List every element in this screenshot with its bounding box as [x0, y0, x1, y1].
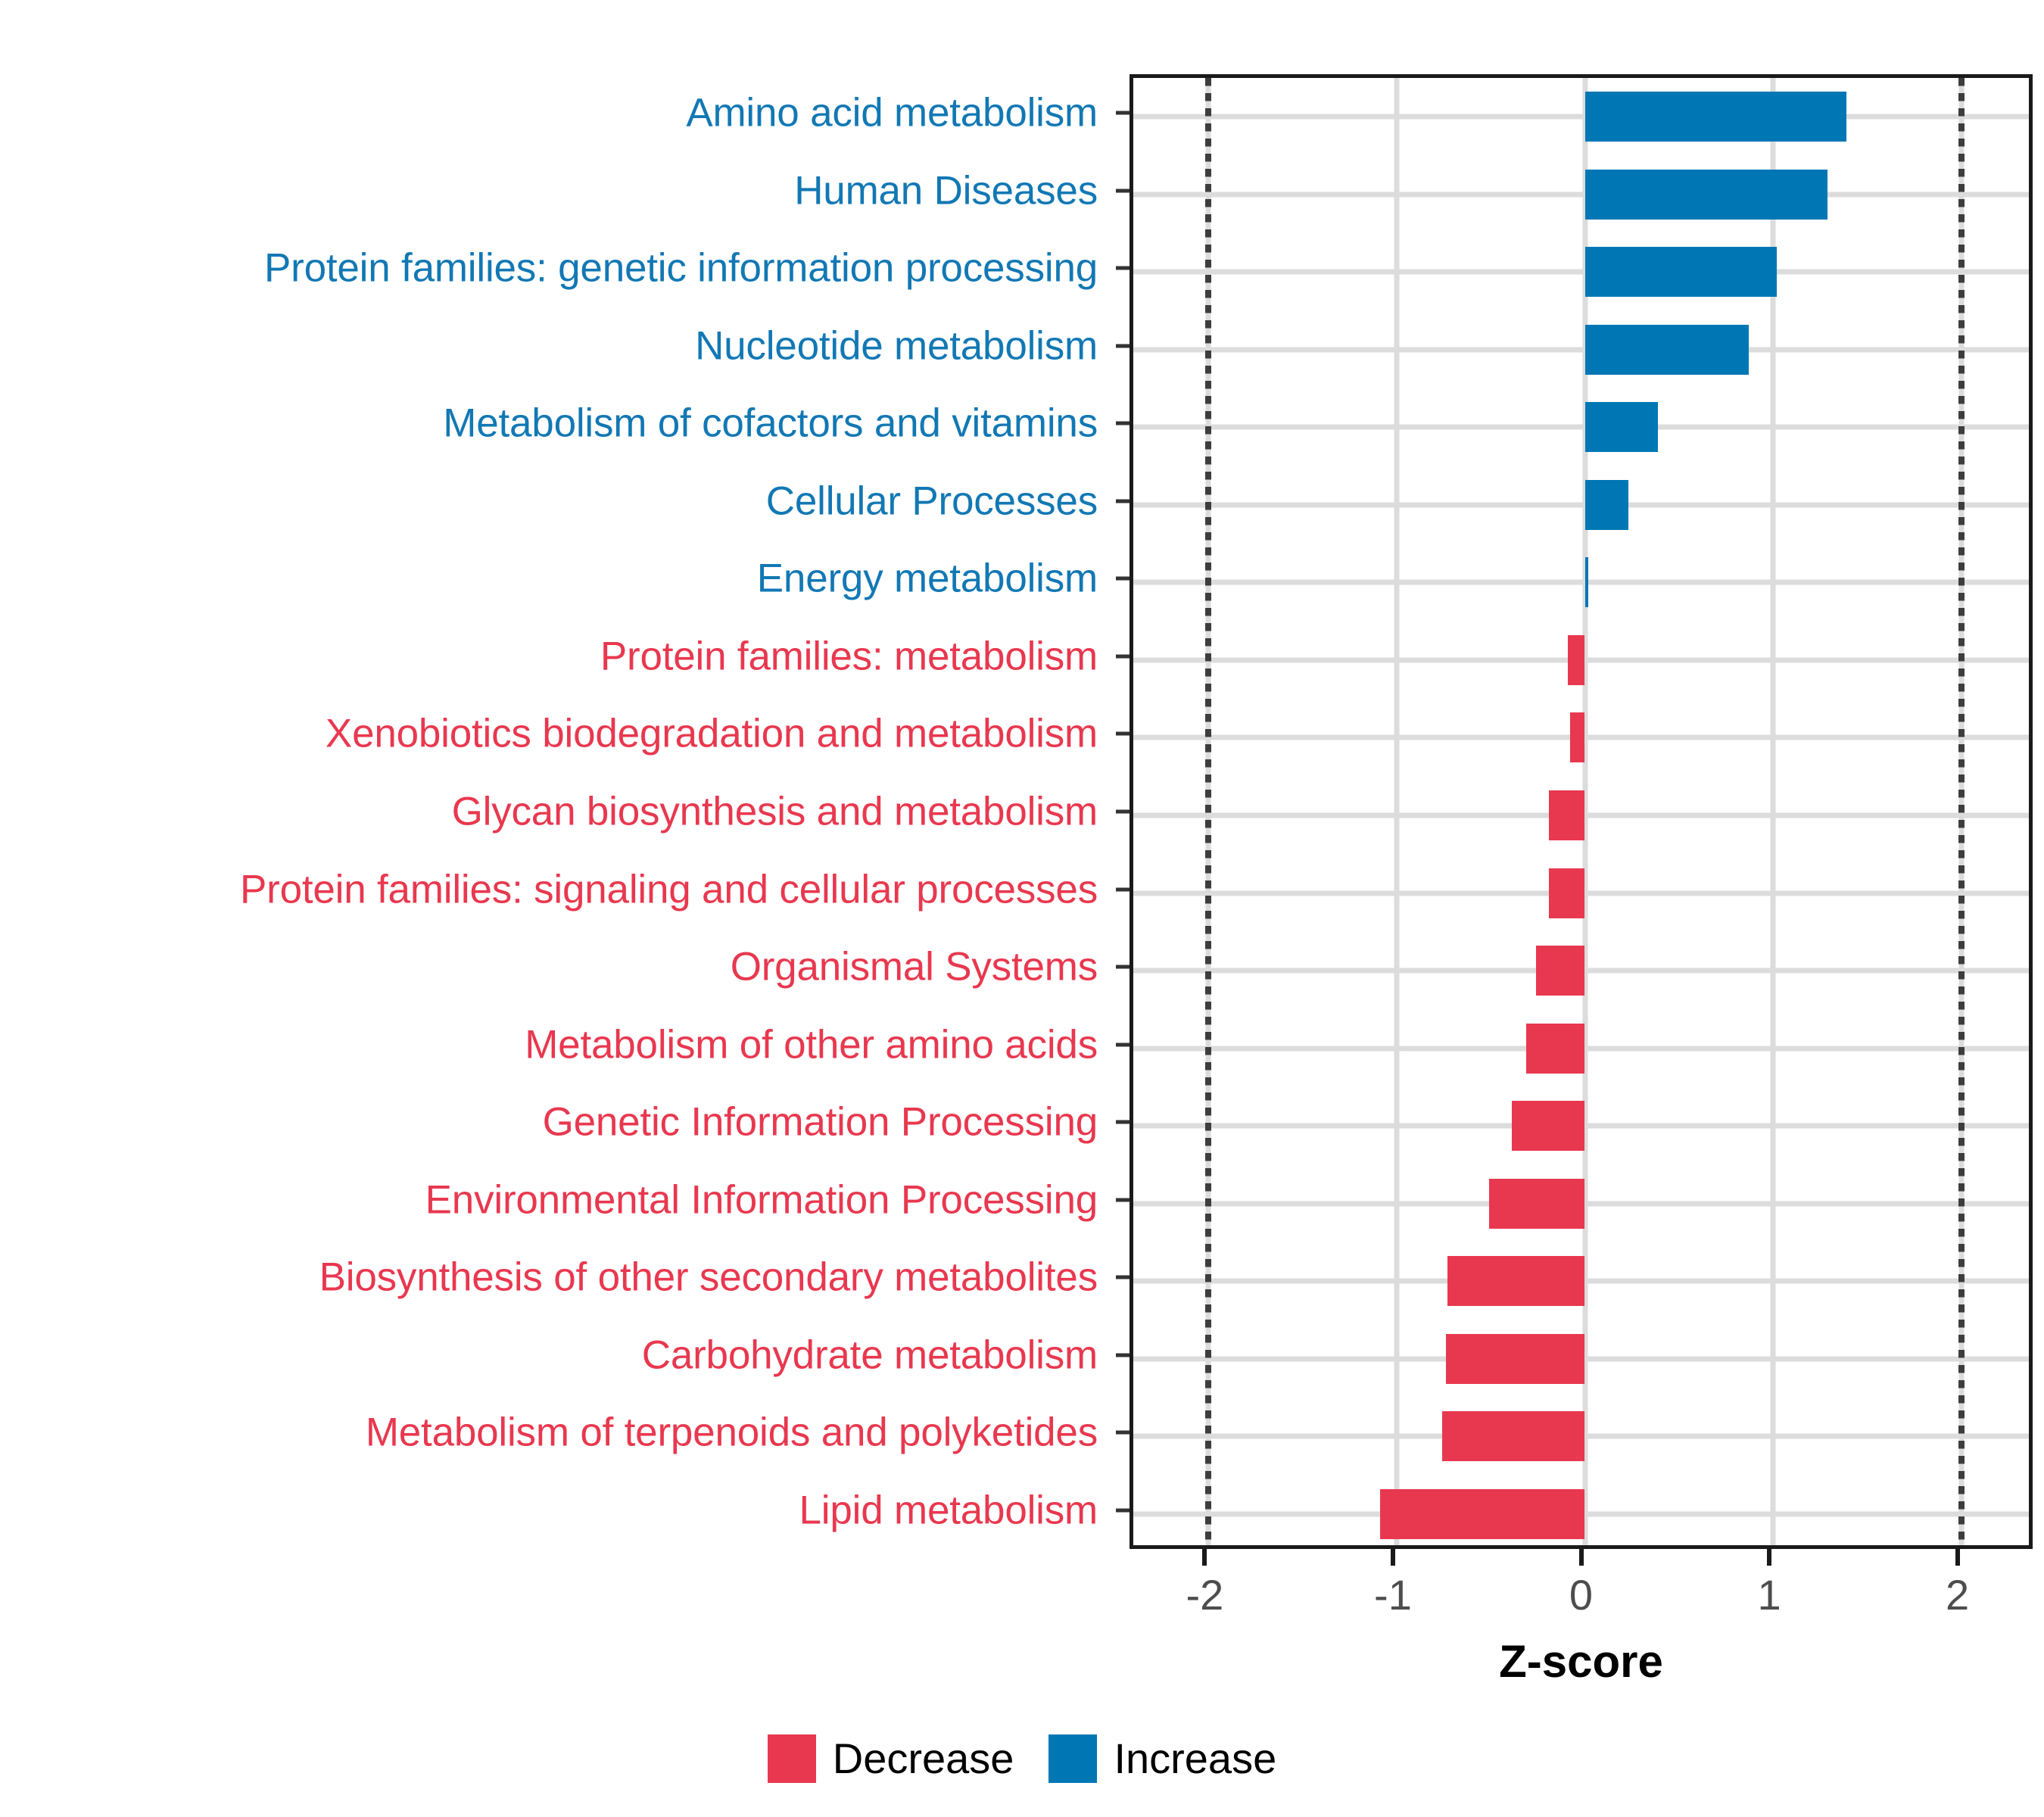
- legend-swatch-icon: [1048, 1734, 1098, 1783]
- bar[interactable]: [1511, 1101, 1585, 1152]
- x-axis: -2 -1 0 1 2: [1129, 1549, 2033, 1640]
- y-axis-label: Environmental Information Processing: [425, 1177, 1098, 1223]
- y-axis-tick: [1116, 1353, 1129, 1357]
- gridline-horizontal: [1133, 579, 2029, 585]
- bar[interactable]: [1549, 868, 1585, 918]
- bar[interactable]: [1584, 557, 1589, 608]
- bar[interactable]: [1535, 946, 1585, 996]
- y-axis-tick: [1116, 576, 1129, 581]
- y-axis-category-labels: Amino acid metabolism Human Diseases Prote…: [0, 74, 1120, 1549]
- y-axis-label: Cellular Processes: [765, 478, 1098, 524]
- bar[interactable]: [1584, 324, 1749, 375]
- y-axis-label: Metabolism of other amino acids: [525, 1022, 1098, 1067]
- y-axis-label: Biosynthesis of other secondary metaboli…: [319, 1254, 1098, 1300]
- y-axis-tick: [1116, 1043, 1129, 1047]
- y-axis-tick: [1116, 499, 1129, 503]
- gridline-horizontal: [1133, 269, 2029, 275]
- x-axis-tick: [1202, 1549, 1207, 1566]
- y-axis-label: Protein families: metabolism: [600, 634, 1098, 679]
- gridline-vertical: [1770, 78, 1776, 1545]
- y-axis-label: Genetic Information Processing: [542, 1099, 1098, 1145]
- legend-swatch-icon: [767, 1734, 816, 1783]
- y-axis-tick: [1116, 1198, 1129, 1202]
- bar[interactable]: [1488, 1178, 1585, 1229]
- y-axis-label: Nucleotide metabolism: [695, 323, 1098, 369]
- reference-line: [1205, 78, 1212, 1545]
- legend-label: Increase: [1114, 1734, 1277, 1782]
- y-axis-tick: [1116, 1275, 1129, 1279]
- gridline-vertical: [1394, 78, 1400, 1545]
- x-axis-tick-label: 1: [1757, 1571, 1781, 1619]
- gridline-horizontal: [1133, 424, 2029, 430]
- x-axis-tick-label: -1: [1374, 1571, 1412, 1619]
- bar[interactable]: [1584, 92, 1846, 142]
- y-axis-tick: [1116, 1120, 1129, 1124]
- bar[interactable]: [1526, 1023, 1585, 1074]
- y-axis-label: Organismal Systems: [730, 944, 1098, 990]
- y-axis-tick: [1116, 731, 1129, 736]
- bar[interactable]: [1568, 634, 1585, 685]
- y-axis-label: Lipid metabolism: [799, 1488, 1098, 1533]
- y-axis-tick: [1116, 887, 1129, 892]
- gridline-horizontal: [1133, 502, 2029, 508]
- bar[interactable]: [1447, 1256, 1585, 1307]
- bar[interactable]: [1584, 169, 1828, 220]
- y-axis-tick: [1116, 421, 1129, 425]
- bar[interactable]: [1445, 1333, 1585, 1384]
- y-axis-tick: [1116, 189, 1129, 193]
- gridline-horizontal: [1133, 347, 2029, 353]
- y-axis-label: Carbohydrate metabolism: [641, 1332, 1098, 1378]
- y-axis-label: Human Diseases: [794, 168, 1098, 213]
- bar[interactable]: [1584, 247, 1777, 298]
- bar[interactable]: [1549, 790, 1585, 840]
- x-axis-tick: [1578, 1549, 1584, 1566]
- y-axis-label: Glycan biosynthesis and metabolism: [451, 789, 1098, 834]
- x-axis-title: Z-score: [1499, 1636, 1663, 1687]
- y-axis-label: Xenobiotics biodegradation and metabolis…: [325, 711, 1098, 756]
- bar[interactable]: [1584, 402, 1659, 453]
- gridline-horizontal: [1133, 192, 2029, 198]
- y-axis-tick: [1116, 266, 1129, 270]
- y-axis-label: Protein families: signaling and cellular…: [239, 867, 1098, 912]
- legend-item[interactable]: Increase: [1048, 1734, 1276, 1783]
- y-axis-tick: [1116, 965, 1129, 969]
- legend-item[interactable]: Decrease: [767, 1734, 1014, 1783]
- x-axis-tick: [1955, 1549, 1960, 1566]
- y-axis-tick: [1116, 1430, 1129, 1435]
- x-axis-tick-label: -2: [1186, 1571, 1224, 1619]
- gridline-vertical: [1582, 78, 1588, 1545]
- legend-label: Decrease: [832, 1734, 1014, 1782]
- gridline-horizontal: [1133, 114, 2029, 120]
- plot-panel: [1129, 74, 2033, 1549]
- x-axis-tick: [1390, 1549, 1395, 1566]
- y-axis-label: Metabolism of terpenoids and polyketides: [365, 1410, 1098, 1455]
- y-axis-label: Metabolism of cofactors and vitamins: [443, 400, 1098, 446]
- y-axis-label: Energy metabolism: [756, 556, 1098, 601]
- y-axis-label: Amino acid metabolism: [686, 90, 1098, 136]
- y-axis-tick: [1116, 654, 1129, 659]
- x-axis-tick-label: 2: [1946, 1571, 1970, 1619]
- reference-line: [1958, 78, 1965, 1545]
- y-axis-label: Protein families: genetic information pr…: [264, 245, 1098, 291]
- y-axis-tick: [1116, 344, 1129, 348]
- plot-area: [1133, 78, 2029, 1545]
- bar[interactable]: [1441, 1411, 1585, 1462]
- y-axis-tick: [1116, 1508, 1129, 1513]
- x-axis-tick-label: 0: [1569, 1571, 1594, 1619]
- y-axis-tick: [1116, 809, 1129, 814]
- x-axis-tick: [1767, 1549, 1772, 1566]
- chart-legend: Decrease Increase: [0, 1734, 2044, 1783]
- bar[interactable]: [1584, 479, 1628, 530]
- y-axis-tick: [1116, 111, 1129, 115]
- bar[interactable]: [1569, 712, 1585, 763]
- bar[interactable]: [1379, 1488, 1585, 1539]
